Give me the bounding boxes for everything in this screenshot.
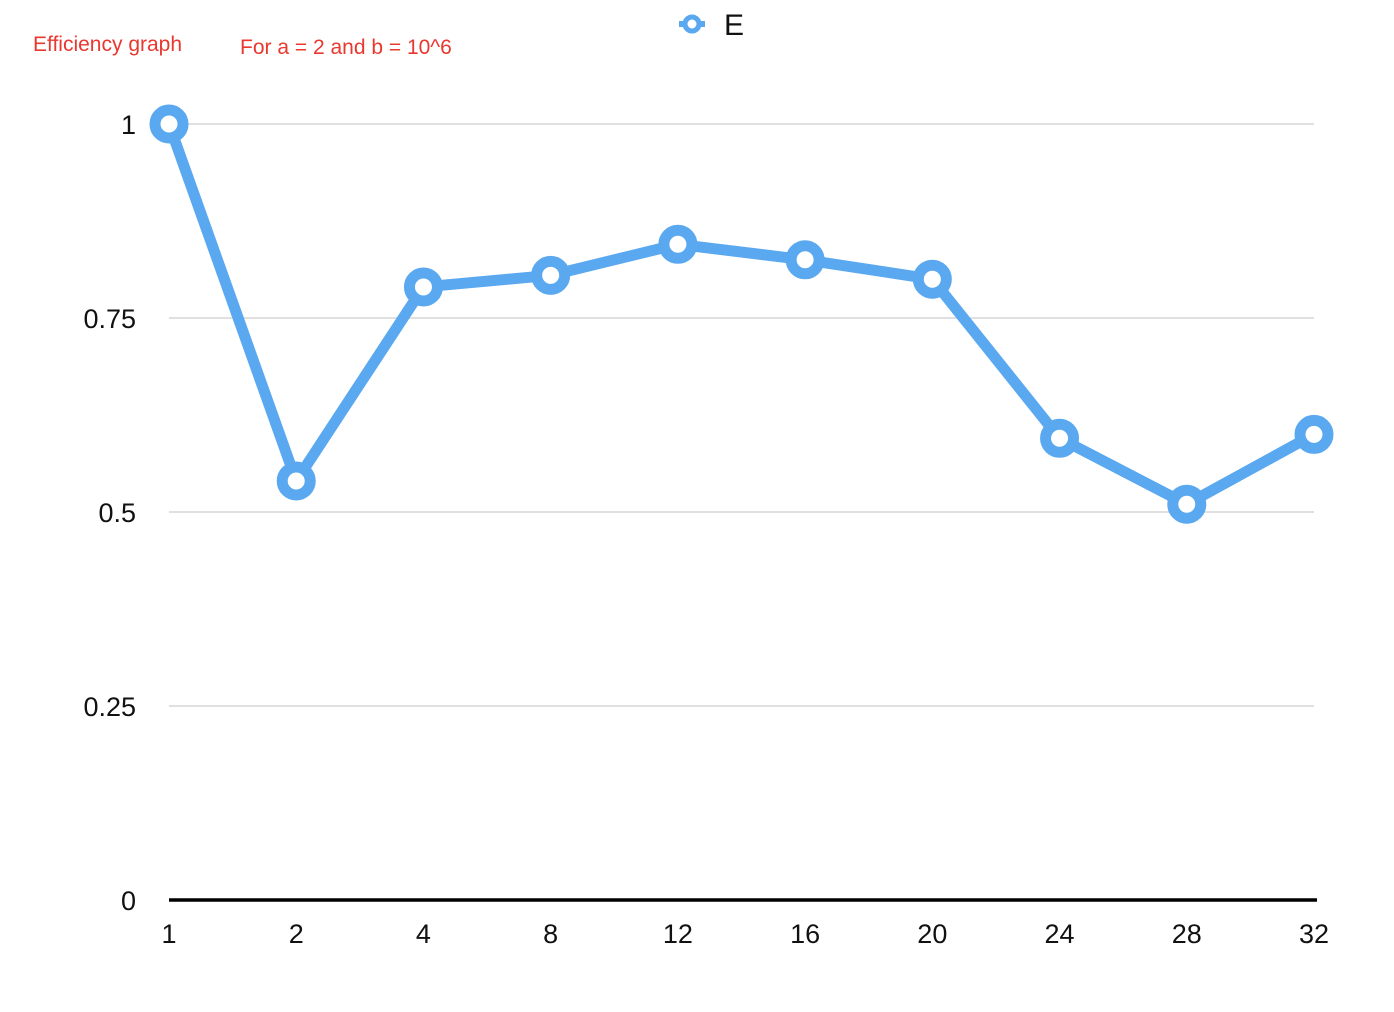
- parameters-note: For a = 2 and b = 10^6: [240, 36, 452, 59]
- legend: E: [679, 9, 744, 42]
- y-tick-label: 1: [121, 110, 136, 140]
- y-tick-label: 0.25: [83, 692, 136, 722]
- data-point: [149, 104, 189, 144]
- x-tick-label: 2: [289, 919, 304, 949]
- efficiency-graph-note: Efficiency graph: [33, 33, 183, 56]
- y-axis-ticks: 0 0.25 0.5 0.75 1: [83, 110, 136, 916]
- data-point: [1167, 484, 1207, 524]
- data-point: [785, 240, 825, 280]
- x-tick-label: 12: [663, 919, 693, 949]
- x-tick-label: 4: [416, 919, 431, 949]
- data-point: [1040, 418, 1080, 458]
- gridlines: [169, 123, 1314, 707]
- series-layer: [149, 104, 1334, 524]
- x-tick-label: 28: [1172, 919, 1202, 949]
- data-point: [276, 461, 316, 501]
- data-point: [658, 224, 698, 264]
- y-tick-label: 0: [121, 886, 136, 916]
- y-tick-label: 0.75: [83, 304, 136, 334]
- x-tick-label: 16: [790, 919, 820, 949]
- x-tick-label: 20: [917, 919, 947, 949]
- data-point: [912, 259, 952, 299]
- legend-label-e: E: [724, 9, 744, 42]
- data-point: [1294, 414, 1334, 454]
- x-tick-label: 8: [543, 919, 558, 949]
- legend-marker-icon: [682, 14, 702, 34]
- series-line-e: [163, 118, 1320, 510]
- x-axis-ticks: 1 2 4 8 12 16 20 24 28 32: [161, 919, 1329, 949]
- x-tick-label: 32: [1299, 919, 1329, 949]
- data-point: [531, 255, 571, 295]
- x-tick-label: 1: [161, 919, 176, 949]
- y-tick-label: 0.5: [98, 498, 136, 528]
- data-point: [403, 267, 443, 307]
- x-tick-label: 24: [1045, 919, 1075, 949]
